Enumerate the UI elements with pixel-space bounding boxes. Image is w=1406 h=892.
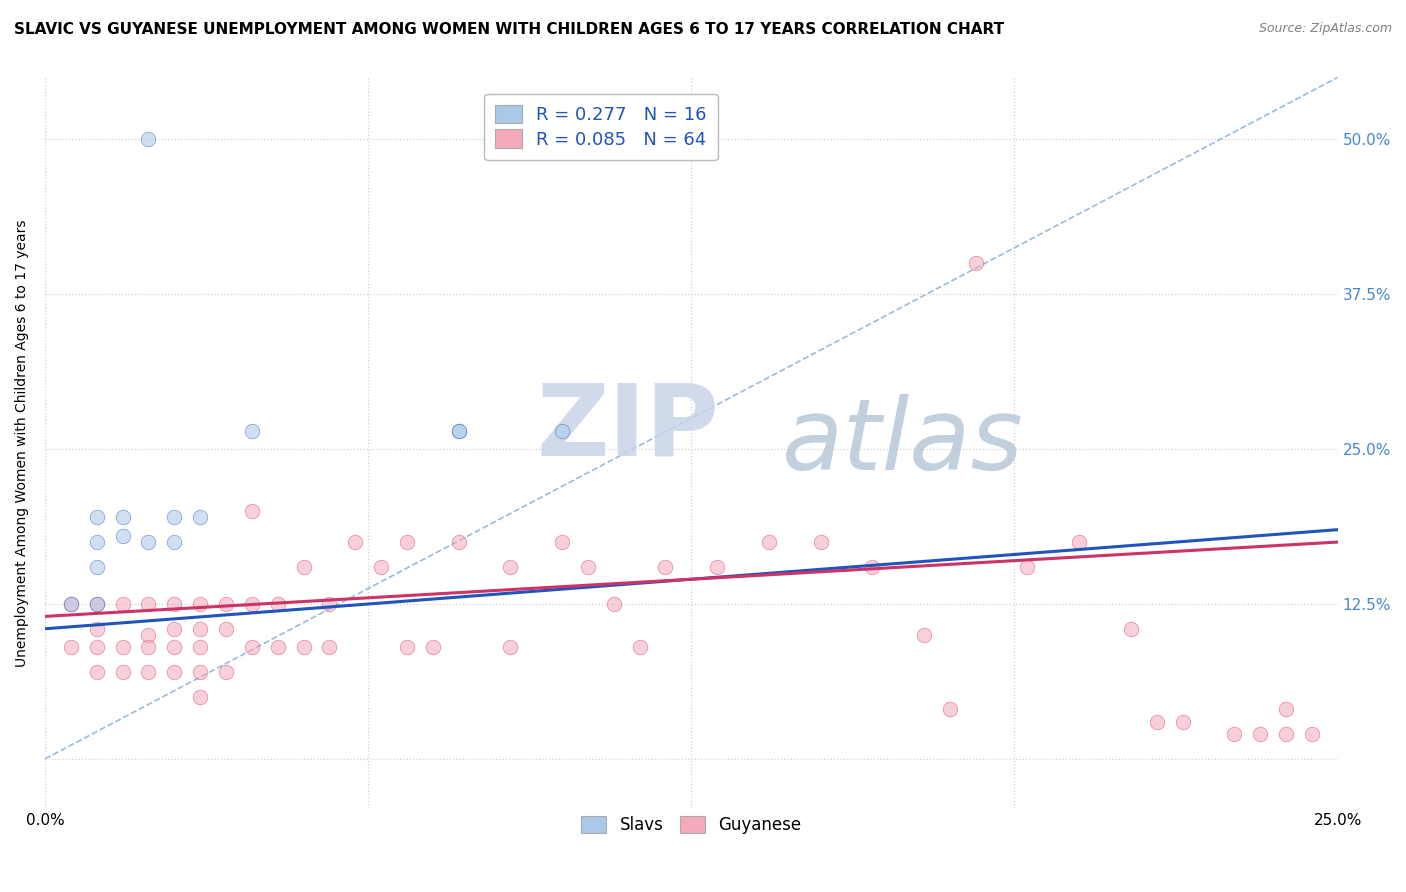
Point xyxy=(86,559,108,574)
Point xyxy=(188,622,211,636)
Point xyxy=(138,628,160,642)
Point xyxy=(188,510,211,524)
Point xyxy=(111,640,134,655)
Point xyxy=(266,640,288,655)
Point xyxy=(1249,727,1271,741)
Point xyxy=(1223,727,1246,741)
Point xyxy=(499,640,522,655)
Text: Source: ZipAtlas.com: Source: ZipAtlas.com xyxy=(1258,22,1392,36)
Point xyxy=(240,424,263,438)
Point xyxy=(86,665,108,680)
Text: atlas: atlas xyxy=(782,394,1024,491)
Point xyxy=(138,132,160,146)
Point xyxy=(395,640,418,655)
Point xyxy=(86,535,108,549)
Point xyxy=(240,597,263,611)
Point xyxy=(628,640,651,655)
Point xyxy=(138,535,160,549)
Point xyxy=(163,535,186,549)
Text: ZIP: ZIP xyxy=(536,380,718,477)
Point xyxy=(1275,702,1298,716)
Point xyxy=(59,597,82,611)
Point xyxy=(163,510,186,524)
Point xyxy=(912,628,935,642)
Point xyxy=(266,597,288,611)
Point xyxy=(1119,622,1142,636)
Point xyxy=(86,640,108,655)
Point xyxy=(292,640,315,655)
Point xyxy=(395,535,418,549)
Point xyxy=(551,535,574,549)
Point xyxy=(344,535,367,549)
Point xyxy=(111,597,134,611)
Point xyxy=(576,559,599,574)
Point xyxy=(965,256,987,270)
Point xyxy=(1069,535,1091,549)
Point xyxy=(447,424,470,438)
Point xyxy=(758,535,780,549)
Point xyxy=(215,622,238,636)
Point xyxy=(292,559,315,574)
Point xyxy=(163,597,186,611)
Point xyxy=(551,424,574,438)
Point xyxy=(240,640,263,655)
Point xyxy=(654,559,676,574)
Point xyxy=(318,640,340,655)
Point xyxy=(1275,727,1298,741)
Point xyxy=(86,597,108,611)
Point xyxy=(422,640,444,655)
Point xyxy=(138,665,160,680)
Point xyxy=(138,597,160,611)
Point xyxy=(163,665,186,680)
Text: SLAVIC VS GUYANESE UNEMPLOYMENT AMONG WOMEN WITH CHILDREN AGES 6 TO 17 YEARS COR: SLAVIC VS GUYANESE UNEMPLOYMENT AMONG WO… xyxy=(14,22,1004,37)
Point xyxy=(215,597,238,611)
Point xyxy=(188,597,211,611)
Point xyxy=(447,424,470,438)
Point xyxy=(138,640,160,655)
Point xyxy=(939,702,962,716)
Point xyxy=(188,690,211,704)
Point xyxy=(188,665,211,680)
Y-axis label: Unemployment Among Women with Children Ages 6 to 17 years: Unemployment Among Women with Children A… xyxy=(15,219,30,666)
Point xyxy=(447,535,470,549)
Point xyxy=(860,559,883,574)
Point xyxy=(86,597,108,611)
Point xyxy=(86,510,108,524)
Point xyxy=(215,665,238,680)
Point xyxy=(1146,714,1168,729)
Point xyxy=(59,640,82,655)
Point xyxy=(111,510,134,524)
Point xyxy=(240,504,263,518)
Point xyxy=(499,559,522,574)
Point xyxy=(318,597,340,611)
Legend: Slavs, Guyanese: Slavs, Guyanese xyxy=(571,805,811,844)
Point xyxy=(111,665,134,680)
Point xyxy=(1017,559,1039,574)
Point xyxy=(59,597,82,611)
Point xyxy=(188,640,211,655)
Point xyxy=(163,622,186,636)
Point xyxy=(603,597,626,611)
Point xyxy=(810,535,832,549)
Point xyxy=(706,559,728,574)
Point xyxy=(111,529,134,543)
Point xyxy=(163,640,186,655)
Point xyxy=(370,559,392,574)
Point xyxy=(86,622,108,636)
Point xyxy=(1301,727,1323,741)
Point xyxy=(1171,714,1194,729)
